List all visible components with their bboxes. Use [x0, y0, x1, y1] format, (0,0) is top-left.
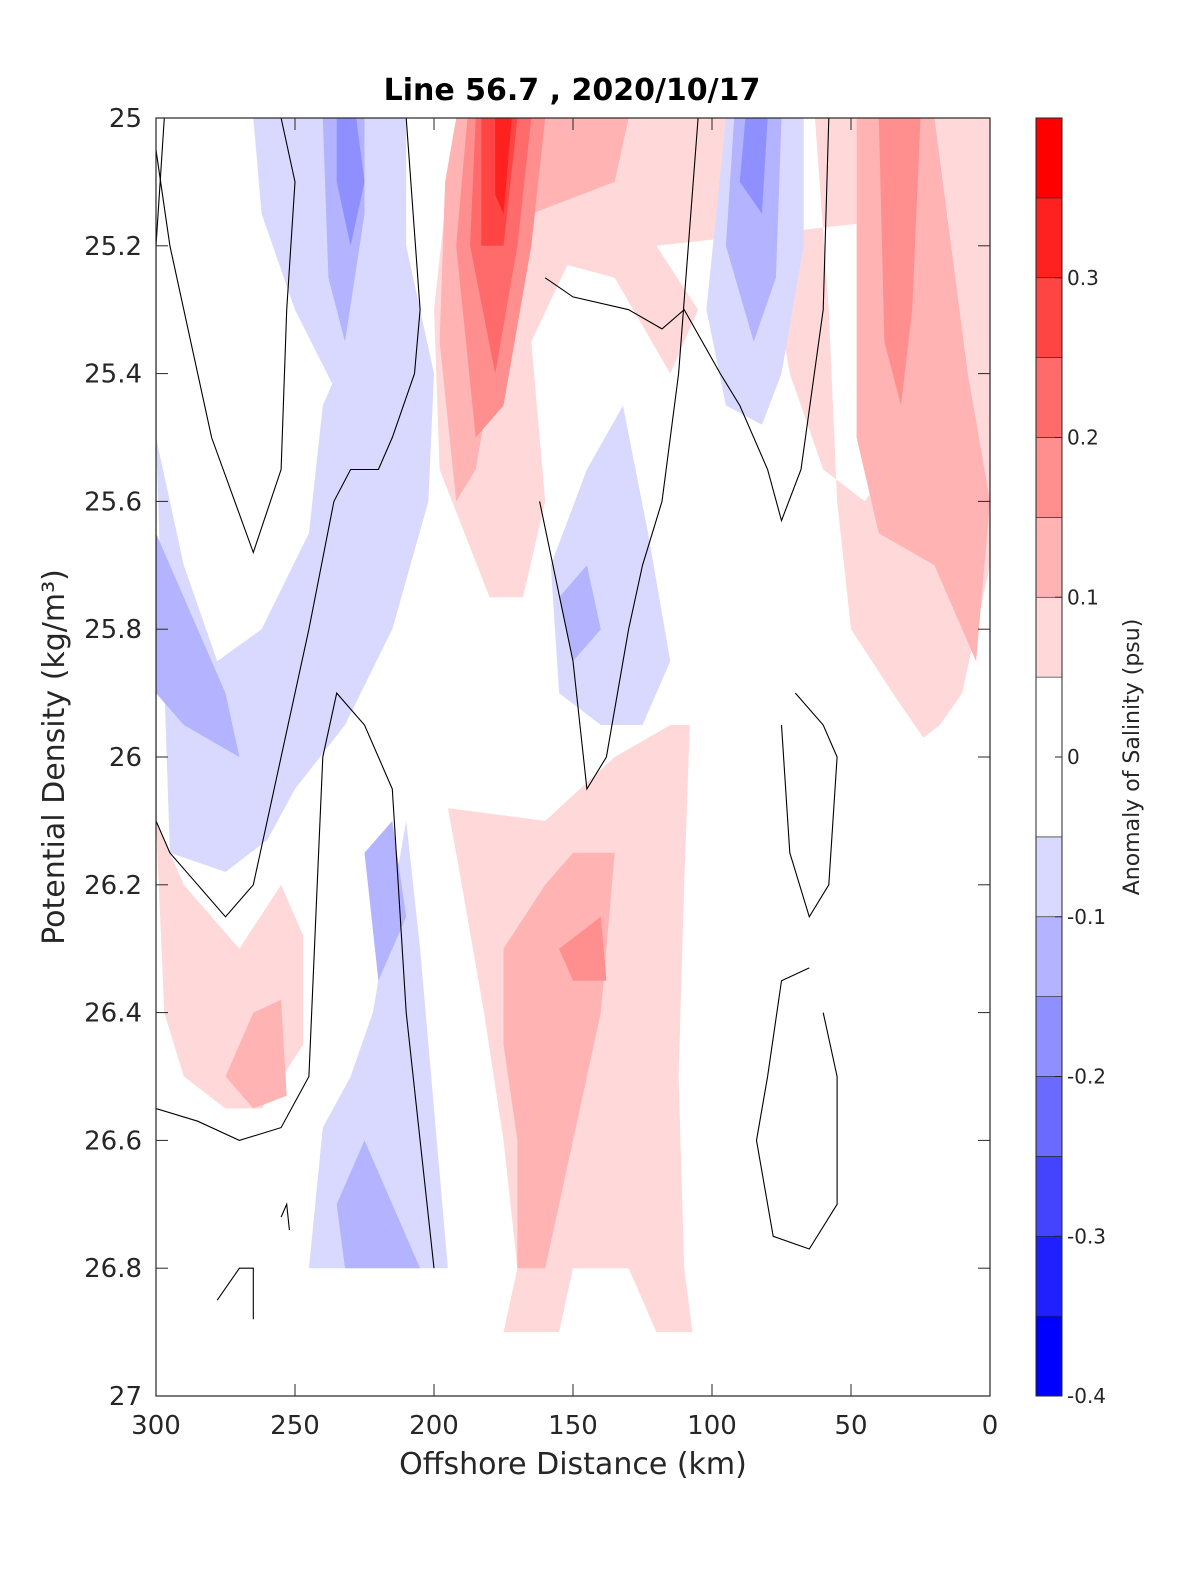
contour-region-red-east-core — [878, 118, 921, 406]
y-tick-label: 26.6 — [84, 1126, 142, 1156]
contour-region-strong-negative-east — [739, 118, 768, 214]
contour-region-weak-negative-deep — [308, 820, 448, 1269]
filled-contours — [156, 118, 990, 1333]
colorbar-band — [1035, 277, 1063, 358]
colorbar-band — [1035, 596, 1063, 678]
colorbar-band — [1035, 117, 1063, 199]
plot-area: 300 250 200 150 100 50 0 2525.225.425.625.8262… — [84, 104, 998, 1441]
x-tick-label: 100 — [687, 1411, 737, 1441]
y-axis-ticks: 25 25.2 25.4 25.6 25.8 26 26.2 26.4 26.6 26.8 27 — [84, 104, 990, 1412]
chart-title: Line 56.7 , 2020/10/17 — [384, 73, 761, 108]
zero-contour-line-7 — [755, 967, 838, 1250]
colorbar-band — [1035, 916, 1063, 997]
colorbar-tick-label: -0.1 — [1067, 905, 1106, 929]
y-tick-label: 27 — [109, 1382, 142, 1412]
colorbar-band — [1035, 437, 1063, 518]
contour-region-weak-positive-surface — [434, 118, 990, 738]
colorbar-tick-label: -0.4 — [1067, 1384, 1106, 1408]
contour-region-strong-negative-top — [336, 118, 365, 246]
colorbar-band — [1035, 996, 1063, 1077]
colorbar-tick-label: 0.2 — [1067, 426, 1099, 450]
x-tick-label: 300 — [131, 1411, 181, 1441]
colorbar-band — [1035, 1315, 1063, 1397]
colorbar-tick-label: -0.3 — [1067, 1224, 1106, 1248]
contour-region-mid-negative-west — [156, 533, 240, 757]
y-tick-label: 25 — [109, 104, 142, 134]
contour-region-mid-negative-mid — [559, 565, 601, 662]
x-tick-label: 0 — [982, 1411, 999, 1441]
zero-contour-line-9 — [216, 1267, 254, 1320]
colorbar-band — [1035, 517, 1063, 598]
contour-region-mid-negative-east — [725, 118, 782, 342]
zero-contour-line-8 — [280, 1202, 290, 1230]
zero-contour-line-6 — [780, 692, 838, 919]
x-tick-label: 150 — [548, 1411, 598, 1441]
y-tick-label: 25.6 — [84, 487, 142, 517]
colorbar-tick-label: 0.3 — [1067, 266, 1099, 290]
zero-contour-line-2 — [156, 118, 421, 918]
y-tick-label: 26.8 — [84, 1254, 142, 1284]
colorbar-band — [1035, 1235, 1063, 1317]
y-tick-label: 25.2 — [84, 232, 142, 262]
contour-region-mid-positive-west — [225, 999, 287, 1109]
colorbar-tick-label: 0 — [1067, 745, 1080, 769]
colorbar-band — [1035, 357, 1063, 438]
y-tick-label: 25.8 — [84, 615, 142, 645]
x-axis-ticks: 300 250 200 150 100 50 0 — [131, 118, 998, 1441]
contour-region-mid-negative-deep2 — [364, 820, 407, 981]
colorbar-label: Anomaly of Salinity (psu) — [1120, 619, 1145, 896]
colorbar-ticks: 0.3 0.2 0.1 0 -0.1 -0.2 -0.3 -0.4 — [1055, 266, 1106, 1408]
colorbar-band — [1035, 1076, 1063, 1157]
colorbar-band — [1035, 836, 1063, 918]
zero-contour-line-4 — [544, 118, 830, 523]
zero-contour-line-5 — [539, 118, 699, 791]
colorbar: 0.3 0.2 0.1 0 -0.1 -0.2 -0.3 -0.4 — [1035, 117, 1106, 1408]
colorbar-tick-label: -0.2 — [1067, 1065, 1106, 1089]
colorbar-band — [1035, 1156, 1063, 1237]
colorbar-band — [1035, 197, 1063, 279]
x-axis-label: Offshore Distance (km) — [399, 1447, 747, 1482]
x-tick-label: 200 — [409, 1411, 459, 1441]
zero-contour-line-1 — [156, 118, 296, 555]
contour-region-mid-negative-deep — [336, 1140, 421, 1269]
x-tick-label: 50 — [834, 1411, 867, 1441]
zero-contour-lines — [156, 118, 838, 1320]
x-tick-label: 250 — [270, 1411, 320, 1441]
y-tick-label: 25.4 — [84, 360, 142, 390]
y-axis-label: Potential Density (kg/m³) — [37, 569, 72, 945]
y-tick-label: 26 — [109, 743, 142, 773]
zero-contour-line-3 — [156, 691, 435, 1269]
y-tick-label: 26.2 — [84, 871, 142, 901]
y-tick-label: 26.4 — [84, 999, 142, 1029]
colorbar-tick-label: 0.1 — [1067, 585, 1099, 609]
contour-region-red-core-4 — [495, 118, 512, 214]
contour-region-red-mid-deep — [559, 916, 607, 981]
